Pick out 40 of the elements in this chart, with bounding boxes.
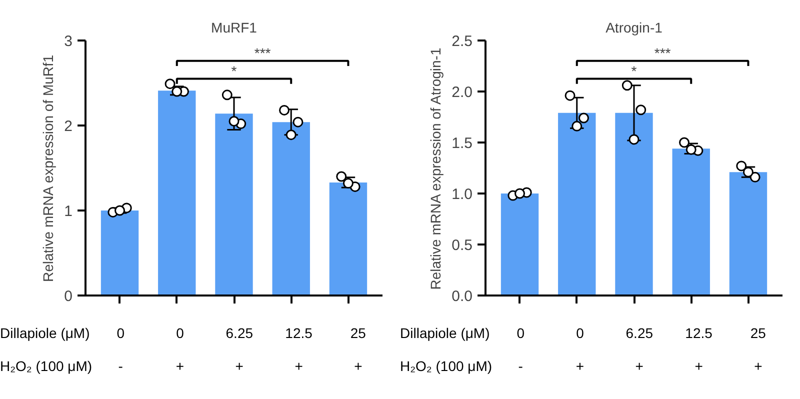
bar — [672, 148, 710, 296]
bar — [215, 114, 253, 296]
bar — [158, 90, 196, 296]
bar — [500, 194, 539, 296]
category-label: 0 + — [576, 325, 584, 374]
annotation: * — [231, 62, 238, 79]
y-tick-label: 0 — [64, 288, 72, 305]
y-tick-label: 1.5 — [452, 135, 473, 152]
chart-title: MuRF1 — [211, 20, 258, 36]
bar — [729, 172, 768, 296]
category-label: 0 - — [116, 325, 124, 374]
text: Dillapiole (μM) H₂O₂ (100 μM) — [0, 325, 92, 374]
bar — [558, 112, 596, 296]
y-tick-label: 2.0 — [452, 84, 473, 101]
bar — [329, 182, 368, 296]
y-axis-title: Relative mRNA expression of Atrogin-1 — [428, 48, 444, 290]
category-label: 0 - — [516, 325, 524, 374]
y-axis-title: Relative mRNA expression of MuRf1 — [40, 54, 56, 282]
y-tick-label: 1.0 — [452, 186, 473, 203]
bar — [272, 122, 310, 296]
category-label: 6.25 + — [226, 325, 254, 374]
y-tick-label: 3 — [64, 33, 72, 50]
y-tick-label: 2.5 — [452, 33, 473, 50]
bar — [615, 112, 653, 296]
category-label: 25 + — [750, 325, 766, 374]
y-tick-label: 2 — [64, 118, 72, 135]
y-tick-label: 0.5 — [452, 237, 473, 254]
category-label: 6.25 + — [626, 325, 654, 374]
annotation: * — [631, 62, 638, 79]
category-label: 12.5 + — [285, 325, 312, 374]
annotation: *** — [254, 44, 272, 61]
chart-title: Atrogin-1 — [606, 20, 663, 36]
bar — [100, 210, 139, 296]
y-tick-label: 0.0 — [452, 288, 473, 305]
text: Dillapiole (μM) H₂O₂ (100 μM) — [400, 325, 492, 374]
category-label: 25 + — [350, 325, 366, 374]
category-label: 0 + — [176, 325, 184, 374]
annotation: *** — [654, 44, 672, 61]
y-tick-label: 1 — [64, 203, 72, 220]
category-label: 12.5 + — [685, 325, 712, 374]
